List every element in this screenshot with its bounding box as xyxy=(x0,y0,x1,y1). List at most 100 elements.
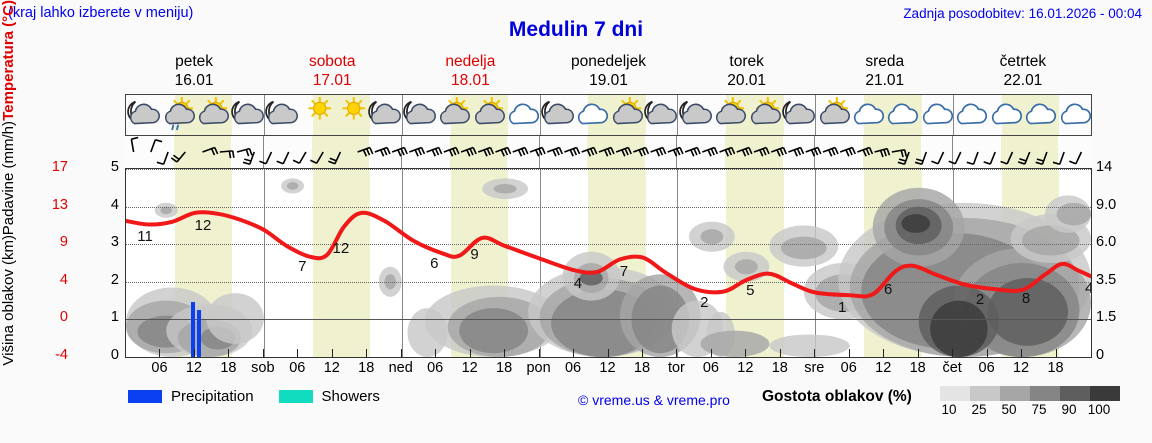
x-tick-17: 12 xyxy=(737,360,754,376)
x-tick-16: 06 xyxy=(702,360,719,376)
x-tickmark-14 xyxy=(641,349,643,357)
day-date: 21.01 xyxy=(865,72,905,89)
day-separator-2 xyxy=(401,169,403,357)
sun-cloud-icon xyxy=(193,96,231,133)
cloud-icon xyxy=(917,97,955,133)
moon-cloud-icon xyxy=(124,97,162,133)
x-tick-5: 12 xyxy=(323,360,340,376)
x-tick-11: pon xyxy=(526,360,551,376)
sun-cloud-icon xyxy=(469,96,507,133)
day-separator-1 xyxy=(262,136,264,168)
x-tick-10: 18 xyxy=(496,360,513,376)
precipitation-tick-3: 2 xyxy=(110,271,119,288)
x-tickmark-18 xyxy=(779,349,781,357)
day-date: 20.01 xyxy=(727,72,767,89)
x-tickmark-24 xyxy=(986,349,988,357)
x-tickmark-6 xyxy=(366,349,368,357)
temperature-label-0: 11 xyxy=(137,227,153,245)
sun-cloud-icon xyxy=(607,96,645,133)
day-name: nedelja xyxy=(445,53,496,70)
precipitation-swatch xyxy=(128,390,162,403)
day-name: ponedeljek xyxy=(571,53,646,70)
sun-cloud-icon xyxy=(745,96,783,133)
cloud-density-step-5 xyxy=(1090,386,1120,401)
day-name: torek xyxy=(729,53,764,70)
x-tick-7: ned xyxy=(388,360,413,376)
moon-cloud-icon xyxy=(779,97,817,133)
x-tickmark-5 xyxy=(331,349,333,357)
cloud-density-step-label-0: 10 xyxy=(941,402,957,417)
x-tickmark-2 xyxy=(228,349,230,357)
x-tickmark-9 xyxy=(469,349,471,357)
x-tickmark-3 xyxy=(262,349,264,357)
temperature-label-2: 7 xyxy=(298,258,307,276)
cloud-density-step-1 xyxy=(970,386,1000,401)
last-update-label: Zadnja posodobitev: 16.01.2026 - 00:04 xyxy=(903,6,1142,21)
cloud-height-tick-4: 1.5 xyxy=(1096,309,1117,326)
precipitation-legend-label: Precipitation xyxy=(171,388,254,405)
x-tickmark-11 xyxy=(538,349,540,357)
cloud-density-step-label-1: 25 xyxy=(971,402,987,417)
day-name: petek xyxy=(175,53,214,70)
day-date: 18.01 xyxy=(450,72,490,89)
cloud-height-axis-title: Višina oblakov (km) xyxy=(0,234,17,366)
cloud-icon xyxy=(1020,97,1058,133)
cloud-density-legend-title: Gostota oblakov (%) xyxy=(762,388,912,405)
day-header-4: torek 20.01 xyxy=(678,52,816,94)
day-date: 19.01 xyxy=(589,72,628,89)
gridline-2 xyxy=(126,281,1091,283)
x-tickmark-12 xyxy=(573,349,575,357)
x-tickmark-21 xyxy=(883,349,885,357)
gridline-5 xyxy=(126,169,1091,170)
temperature-label-11: 6 xyxy=(883,280,893,298)
precipitation-bar-0 xyxy=(191,302,196,357)
day-separator-2 xyxy=(401,95,403,135)
cloud-height-tick-3: 3.5 xyxy=(1096,271,1117,288)
x-tickmark-4 xyxy=(297,349,299,357)
moon-cloud-icon xyxy=(676,97,714,133)
cloud-icon xyxy=(848,97,886,133)
day-separator-4 xyxy=(676,136,678,168)
x-tick-19: sre xyxy=(804,360,825,376)
cloud-icon xyxy=(882,97,920,133)
gridline-1 xyxy=(126,319,1091,321)
temperature-curve xyxy=(126,210,1091,299)
temperature-label-6: 4 xyxy=(573,274,583,292)
day-separator-5 xyxy=(815,95,817,135)
cloud-density-step-label-4: 90 xyxy=(1061,402,1077,417)
precip-legend: Precipitation Showers xyxy=(128,388,380,405)
temperature-label-1: 12 xyxy=(194,217,212,235)
cloud-density-step-label-5: 100 xyxy=(1087,402,1111,417)
cloud-icon xyxy=(951,97,989,133)
temperature-axis-title: Temperatura (°C) xyxy=(0,0,17,121)
day-separator-1 xyxy=(263,95,265,135)
x-tickmark-8 xyxy=(435,349,437,357)
day-header-6: četrtek 22.01 xyxy=(954,52,1092,94)
wind-barb-panel xyxy=(125,136,1092,168)
cloud-density-step-label-2: 50 xyxy=(1001,402,1017,417)
x-tickmark-7 xyxy=(400,349,402,357)
x-tickmark-19 xyxy=(814,349,816,357)
x-tickmark-10 xyxy=(504,349,506,357)
day-date: 22.01 xyxy=(1003,72,1043,89)
cloud-height-tick-1: 9.0 xyxy=(1096,196,1117,213)
gridline-4 xyxy=(126,206,1091,208)
day-separator-6 xyxy=(952,136,954,168)
temperature-label-9: 5 xyxy=(746,282,755,300)
precipitation-bar-1 xyxy=(197,310,202,357)
x-tick-23: čet xyxy=(942,360,962,376)
temperature-label-14: 4 xyxy=(1085,280,1091,297)
day-header-5: sreda 21.01 xyxy=(816,52,954,94)
cloud-height-tick-0: 14 xyxy=(1096,159,1113,175)
moon-cloud-icon xyxy=(228,97,266,133)
wind-barbs xyxy=(130,136,1083,165)
day-separator-1 xyxy=(263,169,265,357)
copyright-link[interactable]: © vreme.us & vreme.pro xyxy=(578,392,730,408)
x-tick-22: 18 xyxy=(909,360,926,376)
temperature-label-8: 2 xyxy=(700,294,709,312)
day-separator-3 xyxy=(538,136,540,168)
sun-icon xyxy=(331,96,369,133)
x-tickmark-15 xyxy=(676,349,678,357)
day-header-3: ponedeljek 19.01 xyxy=(539,52,677,94)
cloud-icon xyxy=(503,97,541,133)
